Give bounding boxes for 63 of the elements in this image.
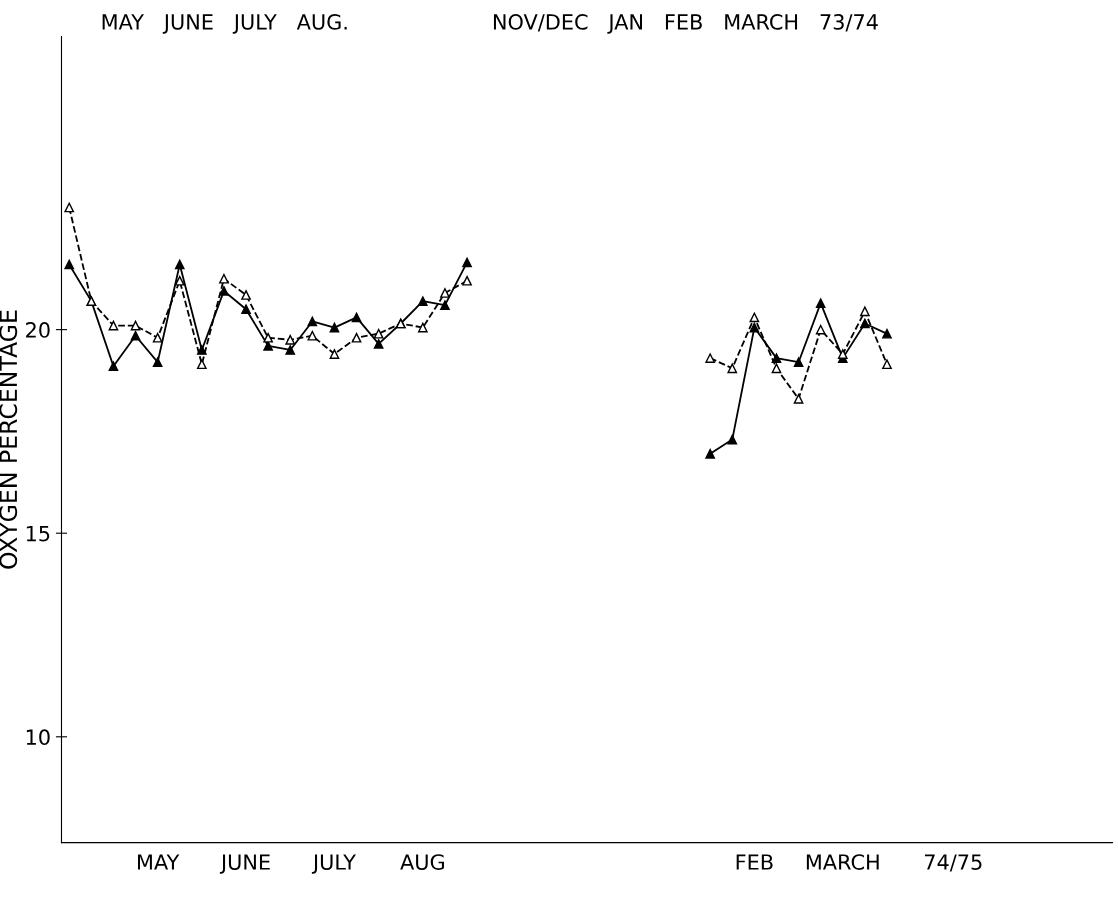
- point: [417, 296, 428, 306]
- point: [462, 275, 472, 286]
- point: [771, 363, 782, 374]
- point: [860, 318, 870, 329]
- point: [152, 332, 163, 343]
- point: [307, 316, 318, 327]
- point: [196, 359, 207, 370]
- point: [815, 298, 826, 309]
- point: [837, 349, 848, 359]
- x-tick-label: AUG: [400, 854, 444, 870]
- point: [219, 273, 229, 284]
- point: [705, 353, 716, 363]
- point: [373, 328, 384, 339]
- point: [793, 357, 804, 368]
- point: [815, 324, 826, 335]
- point: [219, 286, 229, 296]
- point: [285, 345, 296, 355]
- x-tick-label: FEB: [736, 854, 773, 870]
- point: [462, 257, 472, 268]
- point: [174, 275, 185, 286]
- y-tick-label: 10: [26, 729, 50, 746]
- text: NOV/DEC JAN FEB MARCH 73/74: [493, 14, 878, 34]
- point: [174, 259, 185, 270]
- y-tick-label: 15: [26, 525, 50, 542]
- x-tick-label: MAY: [138, 854, 180, 870]
- point: [882, 328, 892, 339]
- point: [263, 332, 273, 343]
- point: [64, 259, 75, 270]
- point: [329, 322, 340, 333]
- point: [285, 334, 296, 345]
- point: [440, 288, 450, 298]
- point: [241, 304, 251, 315]
- point: [727, 363, 738, 374]
- point: [860, 306, 870, 317]
- point: [351, 312, 362, 323]
- point: [373, 339, 384, 349]
- y-tick-label: 20: [26, 322, 50, 338]
- point: [108, 361, 119, 372]
- point: [793, 393, 804, 404]
- x-tick-label: MARCH: [806, 854, 879, 870]
- y-axis-title: OXYGEN PERCENTAGE: [0, 310, 18, 569]
- point: [152, 357, 163, 368]
- point: [329, 349, 340, 359]
- point: [727, 434, 738, 445]
- point: [705, 448, 716, 459]
- x-tick-label: 74/75: [924, 854, 982, 872]
- x-tick-label: JULY: [311, 854, 356, 874]
- point: [749, 312, 760, 323]
- point: [263, 341, 273, 351]
- point: [771, 353, 782, 363]
- x-tick-label: JUNE: [219, 854, 270, 874]
- point: [130, 320, 141, 331]
- text: MAY JUNE JULY AUG.: [102, 14, 347, 34]
- point: [351, 332, 362, 343]
- point: [307, 330, 318, 341]
- point: [130, 330, 141, 341]
- point: [749, 322, 760, 333]
- point: [108, 320, 119, 331]
- point: [241, 290, 251, 300]
- point: [64, 202, 75, 213]
- point: [440, 300, 450, 311]
- point: [882, 359, 892, 370]
- point: [417, 322, 428, 333]
